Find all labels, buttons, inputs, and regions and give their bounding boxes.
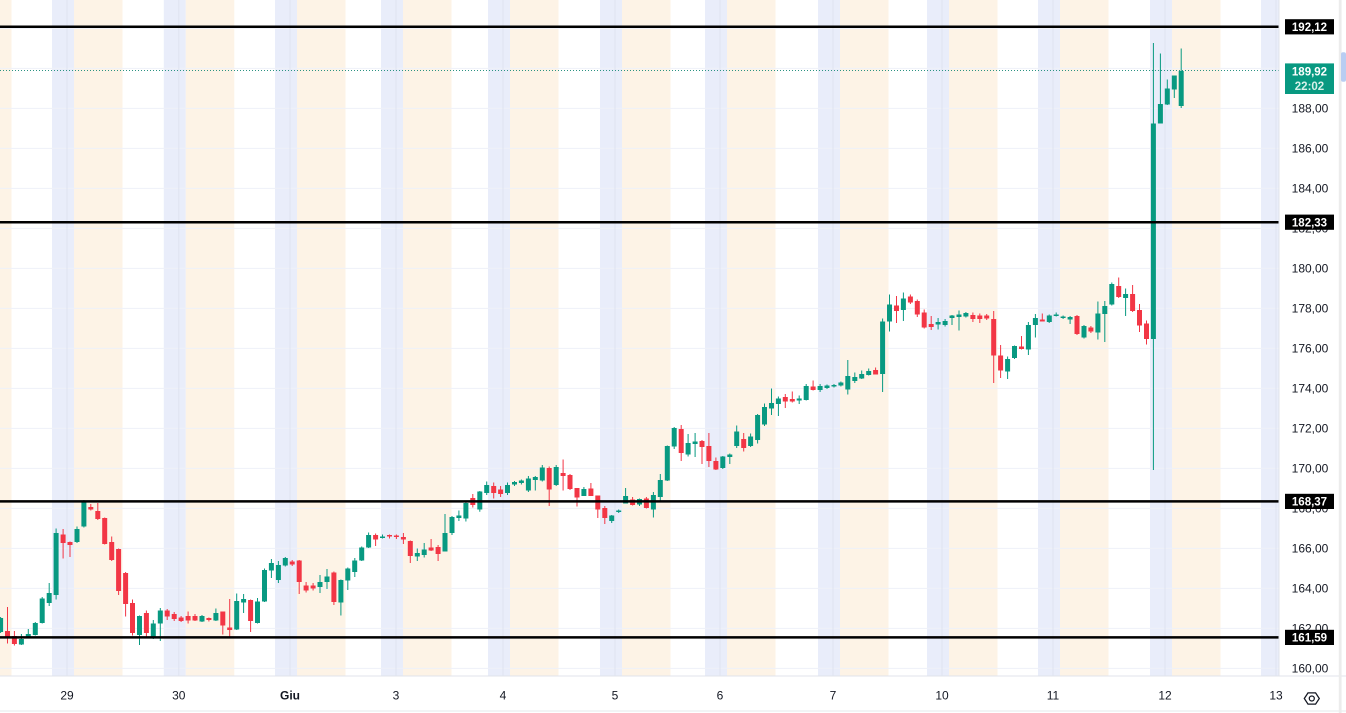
svg-text:Giu: Giu (280, 689, 300, 703)
svg-text:30: 30 (172, 689, 186, 703)
svg-text:178,00: 178,00 (1292, 302, 1329, 316)
svg-text:4: 4 (500, 689, 507, 703)
svg-text:13: 13 (1269, 689, 1283, 703)
svg-text:7: 7 (830, 689, 837, 703)
svg-text:161,59: 161,59 (1292, 633, 1327, 645)
svg-text:3: 3 (393, 689, 400, 703)
svg-text:11: 11 (1047, 689, 1060, 703)
svg-text:186,00: 186,00 (1292, 142, 1329, 156)
svg-text:29: 29 (60, 689, 74, 703)
svg-text:180,00: 180,00 (1292, 262, 1329, 276)
svg-text:172,00: 172,00 (1292, 422, 1329, 436)
svg-text:168,37: 168,37 (1292, 497, 1327, 509)
svg-text:184,00: 184,00 (1292, 182, 1329, 196)
svg-text:10: 10 (935, 689, 949, 703)
svg-text:5: 5 (612, 689, 619, 703)
svg-text:182,33: 182,33 (1292, 218, 1327, 230)
svg-text:174,00: 174,00 (1292, 382, 1329, 396)
svg-text:192,12: 192,12 (1292, 22, 1327, 34)
svg-text:12: 12 (1158, 689, 1172, 703)
svg-text:170,00: 170,00 (1292, 462, 1329, 476)
svg-text:166,00: 166,00 (1292, 542, 1329, 556)
svg-text:176,00: 176,00 (1292, 342, 1329, 356)
svg-text:189,92: 189,92 (1292, 67, 1327, 79)
svg-text:188,00: 188,00 (1292, 102, 1329, 116)
svg-text:6: 6 (717, 689, 724, 703)
svg-text:22:02: 22:02 (1295, 81, 1324, 93)
svg-text:160,00: 160,00 (1292, 662, 1329, 676)
svg-text:164,00: 164,00 (1292, 582, 1329, 596)
